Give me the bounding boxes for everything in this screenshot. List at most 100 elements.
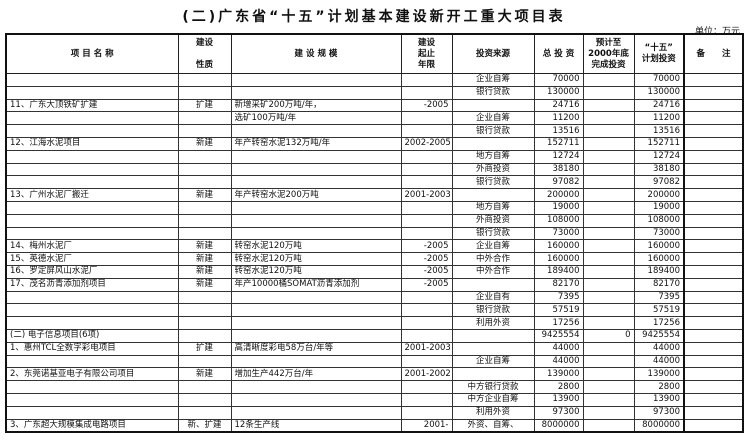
cell-plan-investment: 38180 bbox=[633, 162, 685, 177]
cell-remarks bbox=[683, 264, 744, 279]
cell-project-name bbox=[5, 213, 179, 228]
cell-plan-investment: 17256 bbox=[633, 316, 685, 330]
cell-project-name: (二) 电子信息项目(6项) bbox=[5, 328, 179, 343]
cell-funding-source: 中方企业自筹 bbox=[451, 392, 535, 407]
cell-plan-investment: 57519 bbox=[633, 303, 685, 318]
cell-period bbox=[400, 303, 453, 318]
cell-project-name bbox=[5, 405, 179, 420]
table-row: 3、广东超大规模集成电路项目 新、扩建 12条生产线 2001- 外资、自筹、 80000… bbox=[5, 418, 744, 433]
cell-plan-investment: 11200 bbox=[633, 111, 685, 126]
cell-funding-source: 企业自有 bbox=[451, 290, 535, 305]
cell-total-investment: 12724 bbox=[533, 149, 584, 164]
cell-plan-investment: 13900 bbox=[633, 392, 685, 407]
cell-plan-investment: 24716 bbox=[633, 98, 685, 113]
table-row: 银行贷款 73000 73000 bbox=[5, 226, 744, 241]
header-plan-investment: “十五” 计划投资 bbox=[633, 33, 685, 74]
cell-completed-by-2000 bbox=[582, 73, 635, 87]
cell-completed-by-2000 bbox=[582, 290, 635, 305]
cell-total-investment: 108000 bbox=[533, 213, 584, 228]
cell-funding-source bbox=[451, 188, 535, 202]
cell-total-investment: 19000 bbox=[533, 200, 584, 215]
cell-period: -2005 bbox=[400, 239, 453, 254]
cell-remarks bbox=[683, 303, 744, 318]
cell-completed-by-2000 bbox=[582, 367, 635, 382]
cell-funding-source: 中外合作 bbox=[451, 264, 535, 279]
cell-build-type bbox=[177, 200, 232, 215]
cell-plan-investment: 139000 bbox=[633, 367, 685, 382]
cell-period bbox=[400, 73, 453, 87]
cell-total-investment: 57519 bbox=[533, 303, 584, 318]
cell-build-scale bbox=[230, 226, 402, 241]
cell-completed-by-2000 bbox=[582, 354, 635, 369]
cell-funding-source bbox=[451, 367, 535, 382]
cell-project-name: 2、东莞诺基亚电子有限公司项目 bbox=[5, 367, 179, 382]
cell-build-scale bbox=[230, 85, 402, 100]
cell-build-type bbox=[177, 380, 232, 394]
table-row: 企业自筹 44000 44000 bbox=[5, 354, 744, 369]
cell-completed-by-2000 bbox=[582, 124, 635, 138]
cell-remarks bbox=[683, 367, 744, 382]
cell-plan-investment: 44000 bbox=[633, 354, 685, 369]
cell-total-investment: 73000 bbox=[533, 226, 584, 241]
cell-project-name bbox=[5, 124, 179, 138]
cell-remarks bbox=[683, 380, 744, 394]
cell-total-investment: 24716 bbox=[533, 98, 584, 113]
cell-funding-source: 利用外资 bbox=[451, 316, 535, 330]
cell-funding-source bbox=[451, 277, 535, 292]
cell-completed-by-2000 bbox=[582, 303, 635, 318]
cell-build-scale bbox=[230, 303, 402, 318]
cell-funding-source: 外商投资 bbox=[451, 162, 535, 177]
cell-period bbox=[400, 85, 453, 100]
cell-completed-by-2000 bbox=[582, 239, 635, 254]
cell-plan-investment: 82170 bbox=[633, 277, 685, 292]
cell-project-name bbox=[5, 175, 179, 190]
cell-total-investment: 2800 bbox=[533, 380, 584, 394]
cell-funding-source: 企业自筹 bbox=[451, 111, 535, 126]
cell-plan-investment: 189400 bbox=[633, 264, 685, 279]
cell-period bbox=[400, 290, 453, 305]
cell-remarks bbox=[683, 316, 744, 330]
cell-completed-by-2000 bbox=[582, 405, 635, 420]
cell-period: -2005 bbox=[400, 98, 453, 113]
cell-period: 2001- bbox=[400, 418, 453, 433]
page-title: (二)广东省“十五”计划基本建设新开工重大项目表 bbox=[182, 9, 566, 25]
table-row: 15、英德水泥厂 新建 转窑水泥120万吨 -2005 中外合作 160000 160000 bbox=[5, 252, 744, 266]
cell-period bbox=[400, 392, 453, 407]
table-row: 企业自筹 70000 70000 bbox=[5, 73, 744, 87]
cell-remarks bbox=[683, 149, 744, 164]
cell-total-investment: 13900 bbox=[533, 392, 584, 407]
table-row: 地方自筹 19000 19000 bbox=[5, 200, 744, 215]
cell-build-scale: 增加生产442万台/年 bbox=[230, 367, 402, 382]
cell-build-type: 新建 bbox=[177, 239, 232, 254]
cell-build-scale: 新增采矿200万吨/年， bbox=[230, 98, 402, 113]
cell-plan-investment: 19000 bbox=[633, 200, 685, 215]
header-remarks: 备 注 bbox=[683, 33, 744, 74]
cell-remarks bbox=[683, 98, 744, 113]
cell-total-investment: 200000 bbox=[533, 188, 584, 202]
table-row: 外商投资 108000 108000 bbox=[5, 213, 744, 228]
cell-period bbox=[400, 328, 453, 343]
cell-period: 2001-2003 bbox=[400, 341, 453, 356]
cell-build-scale bbox=[230, 290, 402, 305]
cell-funding-source: 银行贷款 bbox=[451, 303, 535, 318]
cell-build-scale bbox=[230, 124, 402, 138]
cell-project-name bbox=[5, 149, 179, 164]
cell-total-investment: 70000 bbox=[533, 73, 584, 87]
cell-build-type bbox=[177, 124, 232, 138]
cell-remarks bbox=[683, 392, 744, 407]
cell-plan-investment: 8000000 bbox=[633, 418, 685, 433]
cell-build-scale bbox=[230, 392, 402, 407]
cell-remarks bbox=[683, 418, 744, 433]
cell-remarks bbox=[683, 111, 744, 126]
table-row: 2、东莞诺基亚电子有限公司项目 新建 增加生产442万台/年 2001-2002 139… bbox=[5, 367, 744, 382]
cell-completed-by-2000 bbox=[582, 213, 635, 228]
cell-project-name: 1、惠州TCL全数字彩电项目 bbox=[5, 341, 179, 356]
cell-remarks bbox=[683, 85, 744, 100]
cell-project-name bbox=[5, 85, 179, 100]
header-build-type: 建设 性质 bbox=[177, 33, 232, 74]
cell-build-scale bbox=[230, 328, 402, 343]
table-row: 1、惠州TCL全数字彩电项目 扩建 高清晰度彩电58万台/年等 2001-2003 44… bbox=[5, 341, 744, 356]
cell-remarks bbox=[683, 405, 744, 420]
cell-completed-by-2000 bbox=[582, 380, 635, 394]
cell-project-name: 12、江海水泥项目 bbox=[5, 136, 179, 151]
